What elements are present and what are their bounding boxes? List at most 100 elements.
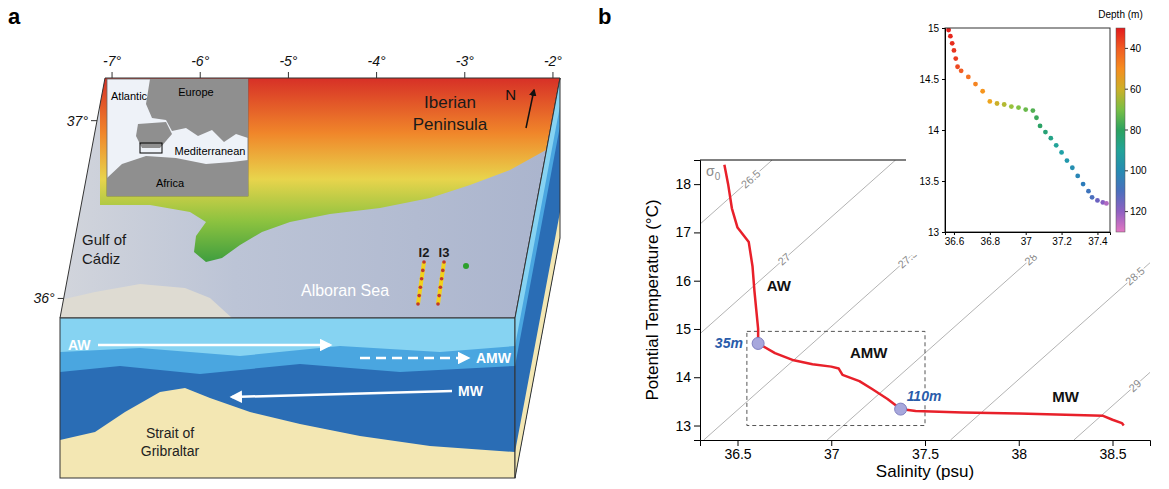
tick-mark <box>694 232 700 233</box>
locator-iberia <box>136 122 172 148</box>
region-label: IberianPeninsula <box>413 93 488 134</box>
panel-letter: a <box>8 4 21 29</box>
north-arrow <box>526 90 534 128</box>
tick-label: 13 <box>928 227 940 238</box>
text-line: Iberian <box>424 93 476 112</box>
locator-background <box>107 79 248 196</box>
inset-point <box>953 56 958 61</box>
seafloor <box>60 388 515 478</box>
tick: 36.6 <box>945 232 965 247</box>
sea <box>60 78 560 318</box>
tick: 37 <box>824 440 840 462</box>
tick: 37.5 <box>912 440 939 462</box>
tick-label: 15 <box>675 321 691 337</box>
lat-tick <box>91 120 97 121</box>
inset-point <box>987 99 992 104</box>
text-line: Gulf of <box>82 231 127 248</box>
axis-line <box>942 29 946 233</box>
depth-marker <box>895 403 907 415</box>
water-mass-label: AMW <box>476 350 512 366</box>
isopycnal <box>700 160 896 440</box>
tick: 14 <box>675 369 700 385</box>
x-axis: 36.53737.53838.5 <box>701 440 1151 462</box>
tick-mark <box>942 232 945 233</box>
tick: 36.8 <box>981 232 1001 247</box>
inset-point <box>1075 174 1080 179</box>
right-seafloor <box>515 212 560 478</box>
region-label: Alboran Sea <box>301 282 389 299</box>
map-land <box>55 78 560 330</box>
tick-mark <box>694 329 700 330</box>
isopycnal-label: 26.5 <box>739 167 763 190</box>
colorbar <box>1116 28 1125 232</box>
inset-point <box>950 41 955 46</box>
tick: 37.2 <box>1052 232 1072 247</box>
figure: AtlanticEuropeMediterraneanAfrica-7°-6°-… <box>0 0 1169 489</box>
current-mw <box>232 391 452 397</box>
tick-label: 18 <box>675 176 691 192</box>
front-face <box>60 318 515 478</box>
lon-label: -4° <box>368 53 386 69</box>
tick-label: 37.5 <box>912 446 939 462</box>
inset-point <box>1081 182 1086 187</box>
lon-label: -7° <box>103 53 121 69</box>
tick-label: 14 <box>675 369 691 385</box>
transect-station <box>441 269 445 273</box>
inset-point <box>1059 150 1064 155</box>
tick: 14 <box>928 125 945 136</box>
transect-station <box>436 302 440 306</box>
isopycnal-label: 27 <box>775 250 792 267</box>
tick-label: 15 <box>928 23 940 34</box>
colorbar-tick <box>1125 211 1128 212</box>
inset-point <box>946 28 951 32</box>
tick-mark <box>694 377 700 378</box>
tick: 13 <box>675 417 700 433</box>
inset-point <box>1095 198 1100 203</box>
lon-tick <box>464 72 465 78</box>
colorbar-label: 120 <box>1130 206 1147 217</box>
tick-label: 13.5 <box>920 176 940 187</box>
lat-label: 36° <box>33 290 55 306</box>
text-line: Strait of <box>146 425 194 441</box>
x-axis-title: Salinity (psu) <box>876 462 974 481</box>
lon-tick <box>200 72 201 78</box>
current-aw <box>98 344 330 347</box>
isopycnal-label: 28.5 <box>1123 264 1147 287</box>
inset-point <box>959 68 964 73</box>
inset-point <box>952 48 957 53</box>
y-axis-title: Potential Temperature (°C) <box>643 199 662 400</box>
tick-label: 37 <box>1021 236 1033 247</box>
zoom-box <box>747 331 925 425</box>
transect-station <box>419 285 423 289</box>
tick: 14.5 <box>920 74 945 85</box>
front-face-outline <box>60 318 515 478</box>
tick-mark <box>694 184 700 185</box>
tick-label: 36.5 <box>724 446 751 462</box>
text-line: Gribraltar <box>141 443 200 459</box>
lon-tick <box>376 72 377 78</box>
tick-mark <box>694 426 700 427</box>
tick: 13 <box>928 227 945 238</box>
tick: 37.4 <box>1088 232 1108 247</box>
water-mass-label: AW <box>68 337 91 353</box>
water-mass-label: MW <box>1052 388 1079 405</box>
lon-tick <box>552 72 553 78</box>
tick-mark <box>942 130 945 131</box>
layer-amw <box>60 346 515 478</box>
tick-label: 38 <box>1011 446 1027 462</box>
inset-plot <box>946 28 1109 206</box>
transect-station <box>422 260 426 264</box>
locator-label: Africa <box>156 177 185 189</box>
colorbar-label: 60 <box>1130 84 1142 95</box>
transect-line <box>438 262 444 304</box>
transect-station <box>420 277 424 281</box>
locator-label: Europe <box>178 86 213 98</box>
text-part: 0 <box>715 171 721 182</box>
lon-label: -5° <box>279 53 297 69</box>
isopycnal-title: σ0 <box>706 163 721 182</box>
tick-mark <box>694 281 700 282</box>
layer-mw <box>60 364 515 478</box>
transect-station <box>417 294 421 298</box>
transect-station <box>442 260 446 264</box>
transect-station <box>439 285 443 289</box>
